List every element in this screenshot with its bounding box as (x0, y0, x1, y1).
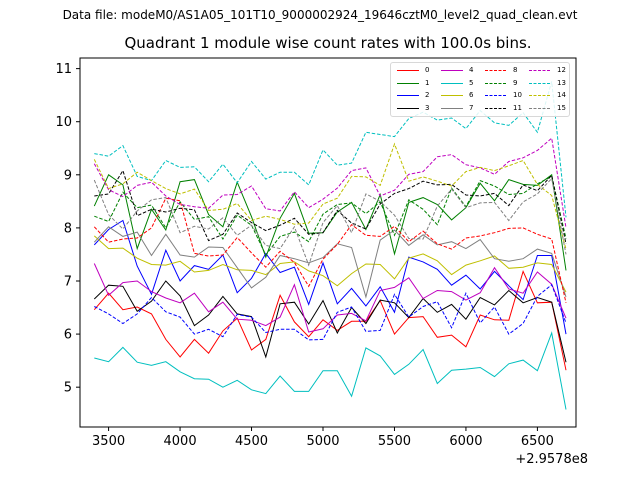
series-line-6 (93, 235, 567, 293)
legend-swatch (485, 82, 507, 84)
y-tick-label: 5 (64, 381, 72, 396)
legend-label: 13 (557, 78, 566, 87)
series-line-11 (94, 169, 567, 244)
x-tick-label: 4500 (235, 434, 268, 449)
legend-item-3: 3 (395, 103, 437, 113)
legend-item-7: 7 (439, 103, 481, 113)
plot-frame (79, 57, 577, 428)
legend-item-12: 12 (527, 65, 569, 75)
legend-item-11: 11 (483, 103, 525, 113)
legend-label: 0 (425, 66, 430, 74)
legend-label: 7 (469, 103, 474, 112)
x-tick-label: 5500 (378, 434, 411, 449)
legend-swatch (485, 107, 507, 109)
y-tick-label: 7 (64, 274, 72, 289)
legend-label: 14 (557, 91, 566, 99)
series-line-4 (93, 263, 567, 333)
y-tick-label: 11 (55, 62, 72, 77)
legend-item-4: 4 (439, 65, 481, 75)
x-tick-label: 5000 (306, 434, 339, 449)
legend-label: 10 (513, 91, 522, 99)
series-line-3 (93, 280, 567, 363)
legend-label: 8 (513, 66, 518, 74)
legend-swatch (529, 95, 551, 96)
series-line-12 (93, 137, 567, 228)
legend-item-14: 14 (527, 90, 569, 100)
series-layer (93, 81, 567, 410)
y-tick-label: 8 (64, 221, 72, 236)
legend-label: 3 (425, 103, 430, 112)
legend-swatch (529, 82, 551, 84)
legend-swatch (397, 95, 419, 96)
x-tick-label: 6500 (521, 434, 554, 449)
legend-item-1: 1 (395, 78, 437, 88)
legend-label: 12 (557, 66, 566, 74)
series-line-9 (94, 175, 567, 256)
legend-label: 5 (469, 78, 474, 87)
chart-title: Quadrant 1 module wise count rates with … (124, 34, 532, 52)
legend-item-6: 6 (439, 90, 481, 100)
y-tick-label: 6 (64, 328, 72, 343)
legend-label: 11 (513, 103, 522, 112)
y-tick-label: 10 (55, 115, 72, 130)
legend-swatch (441, 70, 463, 71)
legend-swatch (441, 107, 463, 109)
legend-label: 6 (469, 91, 474, 99)
legend-item-13: 13 (527, 78, 569, 88)
legend-item-5: 5 (439, 78, 481, 88)
legend-item-9: 9 (483, 78, 525, 88)
legend-item-8: 8 (483, 65, 525, 75)
legend-swatch (529, 107, 551, 109)
legend-item-15: 15 (527, 103, 569, 113)
y-tick-label: 9 (64, 168, 72, 183)
legend-swatch (441, 82, 463, 84)
legend-label: 2 (425, 91, 430, 99)
legend-label: 9 (513, 78, 518, 87)
legend-item-2: 2 (395, 90, 437, 100)
x-tick-label: 6000 (449, 434, 482, 449)
x-tick-label: 4000 (164, 434, 197, 449)
series-line-14 (93, 142, 567, 250)
series-line-13 (94, 81, 567, 218)
legend-item-0: 0 (395, 65, 437, 75)
legend-swatch (529, 70, 551, 71)
series-line-10 (94, 283, 567, 341)
series-line-8 (93, 197, 567, 303)
legend-swatch (397, 82, 419, 84)
legend-swatch (397, 70, 419, 71)
legend-label: 4 (469, 66, 474, 74)
series-line-5 (94, 331, 567, 410)
chart-suptitle: Data file: modeM0/AS1A05_101T10_90000029… (62, 8, 578, 22)
legend-swatch (485, 70, 507, 71)
legend-label: 15 (557, 103, 566, 112)
legend-swatch (441, 95, 463, 96)
series-line-0 (93, 269, 567, 371)
legend-swatch (397, 107, 419, 109)
x-offset-label: +2.9578e8 (515, 452, 588, 467)
legend-item-10: 10 (483, 90, 525, 100)
series-line-7 (93, 226, 567, 299)
legend: 0 1 2 3 4 5 6 7 8 9 10 11 12 13 14 15 (390, 62, 570, 117)
legend-label: 1 (425, 78, 430, 87)
legend-swatch (485, 95, 507, 96)
x-tick-label: 3500 (92, 434, 125, 449)
